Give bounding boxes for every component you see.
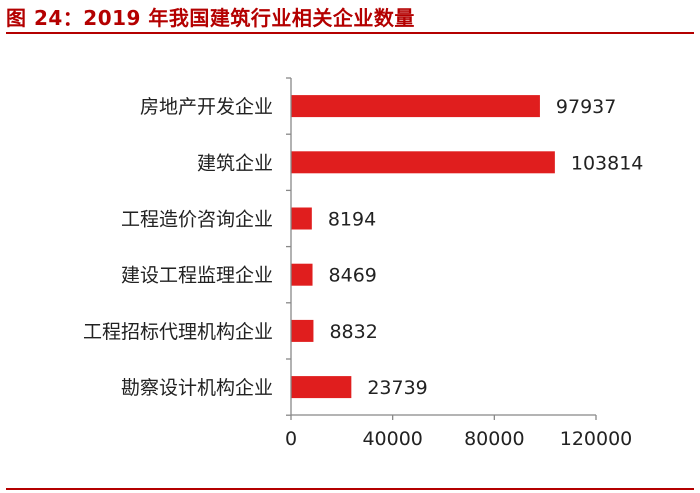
value-label-3: 8469 bbox=[329, 265, 377, 287]
bar-4 bbox=[291, 319, 314, 342]
value-label-2: 8194 bbox=[328, 209, 376, 231]
value-label-5: 23739 bbox=[367, 377, 427, 399]
category-label-2: 工程造价咨询企业 bbox=[121, 209, 273, 231]
value-label-0: 97937 bbox=[556, 96, 616, 118]
axes-group: 0 40000 80000 120000 bbox=[285, 77, 633, 450]
category-label-3: 建设工程监理企业 bbox=[121, 265, 273, 287]
figure-title: 图 24：2019 年我国建筑行业相关企业数量 bbox=[6, 6, 415, 30]
bar-3 bbox=[291, 263, 313, 286]
category-label-0: 房地产开发企业 bbox=[140, 96, 273, 118]
category-label-4: 工程招标代理机构企业 bbox=[83, 321, 273, 343]
bar-5 bbox=[291, 376, 352, 399]
bottom-divider bbox=[6, 488, 694, 490]
value-label-1: 103814 bbox=[571, 152, 644, 174]
value-labels-group: 97937 103814 8194 8469 8832 23739 bbox=[328, 96, 644, 399]
category-labels-group: 房地产开发企业建筑企业工程造价咨询企业建设工程监理企业工程招标代理机构企业勘察设… bbox=[83, 96, 273, 399]
x-tick-label-1: 40000 bbox=[362, 428, 422, 450]
category-label-1: 建筑企业 bbox=[197, 152, 273, 174]
category-label-5: 勘察设计机构企业 bbox=[121, 377, 273, 399]
bar-1 bbox=[291, 151, 555, 174]
bar-0 bbox=[291, 95, 540, 118]
value-label-4: 8832 bbox=[329, 321, 377, 343]
bar-2 bbox=[291, 207, 312, 230]
x-tick-label-3: 120000 bbox=[560, 428, 633, 450]
x-tick-label-0: 0 bbox=[285, 428, 297, 450]
bars-group bbox=[291, 95, 555, 399]
title-divider bbox=[6, 32, 694, 34]
x-tick-label-2: 80000 bbox=[464, 428, 524, 450]
